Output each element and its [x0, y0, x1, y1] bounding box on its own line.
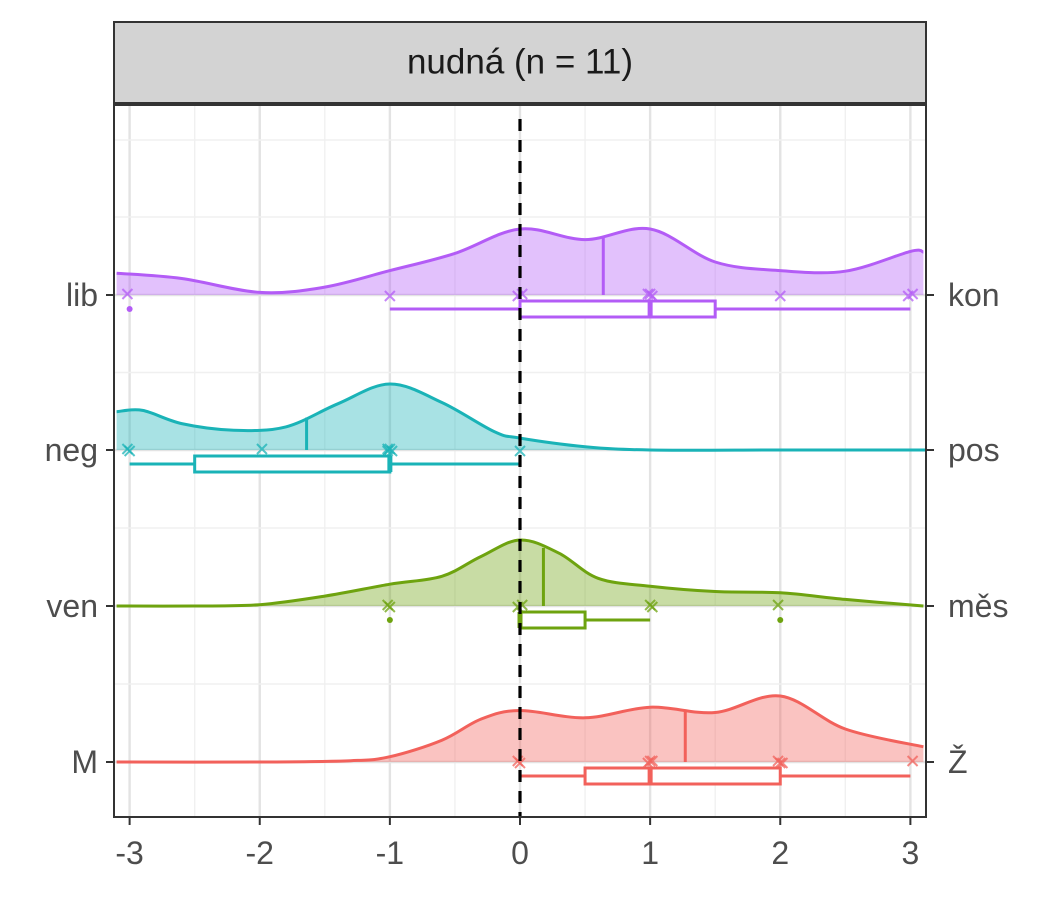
y-label-right: měs [948, 588, 1008, 624]
density-area [116, 539, 924, 607]
outlier-point [777, 617, 784, 623]
y-label-right: Ž [948, 744, 968, 780]
x-tick-label: -1 [376, 835, 404, 871]
data-point [514, 757, 526, 769]
series-neg-pos [116, 382, 927, 474]
data-point [642, 288, 654, 300]
data-point [646, 601, 659, 613]
y-label-right: kon [948, 277, 1000, 313]
data-point [123, 445, 136, 457]
x-tick-label: -3 [115, 835, 143, 871]
data-point [774, 290, 786, 302]
facet-title: nudná (n = 11) [407, 43, 633, 82]
box-iqr [193, 454, 392, 474]
facet-strip [113, 21, 927, 104]
data-point [384, 290, 396, 302]
x-tick-label: -2 [246, 835, 274, 871]
x-tick-label: 2 [771, 835, 789, 871]
data-point [774, 757, 786, 769]
density-area [116, 383, 926, 451]
density-area [116, 228, 924, 295]
box-iqr [518, 610, 587, 630]
x-tick-label: 1 [641, 835, 659, 871]
outlier-point [386, 617, 393, 623]
data-point [906, 755, 919, 767]
data-point [902, 290, 914, 302]
data-point [381, 443, 394, 455]
y-label-left: M [71, 744, 98, 780]
data-point [772, 599, 784, 611]
y-axis-left: lib neg ven M [45, 277, 114, 780]
density-line [116, 382, 927, 452]
box-iqr [518, 299, 717, 319]
data-point [514, 445, 526, 457]
data-point [256, 443, 268, 455]
data-point [121, 288, 134, 300]
y-label-left: ven [46, 588, 98, 624]
x-tick-label: 3 [901, 835, 919, 871]
box-iqr [583, 766, 782, 786]
density-line [116, 226, 924, 295]
y-label-right: pos [948, 432, 1000, 468]
x-tick-label: 0 [511, 835, 529, 871]
y-label-left: lib [66, 277, 98, 313]
outlier-point [126, 306, 133, 312]
series-lib-kon [116, 226, 924, 319]
y-axis-right: kon pos měs Ž [926, 277, 1008, 780]
data-point [644, 755, 656, 767]
y-label-left: neg [45, 432, 98, 468]
x-axis: -3 -2 -1 0 1 2 3 [115, 817, 919, 871]
data-point [384, 601, 396, 613]
